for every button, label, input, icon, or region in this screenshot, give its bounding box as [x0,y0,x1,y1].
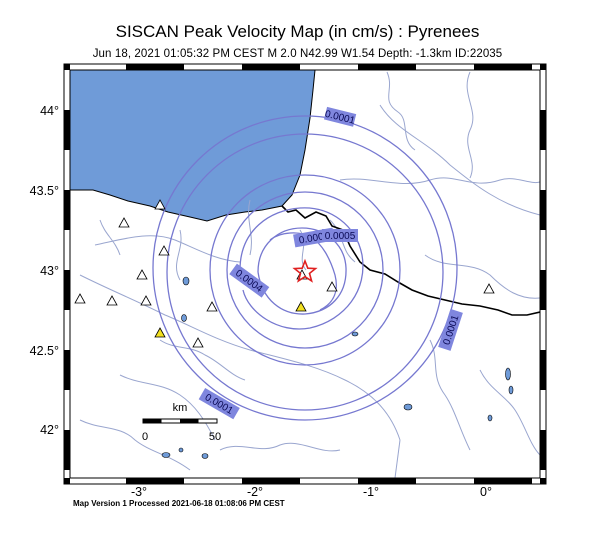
latitude-ticks: 42° 42.5° 43° 43.5° 44° [30,104,59,437]
station-marker [106,295,118,306]
contour-label: 0.0005 [322,229,358,242]
epicenter-star [292,258,318,283]
station-marker [74,293,86,304]
svg-text:-1°: -1° [363,485,379,499]
svg-text:43.5°: 43.5° [30,184,59,198]
svg-text:42°: 42° [40,423,59,437]
station-marker [483,283,495,294]
svg-text:0°: 0° [480,485,492,499]
longitude-ticks: -3° -2° -1° 0° [131,485,492,499]
river-network [79,71,540,478]
stations [74,199,495,348]
station-marker [192,337,204,348]
station-marker [158,245,170,256]
lakes [161,276,514,459]
svg-text:-2°: -2° [247,485,263,499]
station-marker-triggered [295,301,307,312]
velocity-contours [152,115,458,421]
station-marker [154,199,166,210]
svg-text:42.5°: 42.5° [30,344,59,358]
map-frame [64,64,546,484]
processing-footer: Map Version 1 Processed 2021-06-18 01:08… [73,499,285,508]
station-marker [206,301,218,312]
svg-text:50: 50 [209,431,221,443]
station-marker [326,281,338,292]
station-marker [136,269,148,280]
svg-text:-3°: -3° [131,485,147,499]
station-marker [140,295,152,306]
map-title: SISCAN Peak Velocity Map (in cm/s) : Pyr… [115,22,480,41]
sea-area [70,70,316,222]
event-summary: Jun 18, 2021 01:05:32 PM CEST M 2.0 N42.… [92,48,503,60]
svg-text:0: 0 [142,431,148,443]
station-marker [118,217,130,228]
country-border [281,205,540,316]
svg-text:km: km [173,402,188,414]
station-marker-triggered [154,327,166,338]
scale-bar: km 0 50 [142,402,221,443]
svg-text:0.0005: 0.0005 [325,231,356,242]
svg-text:43°: 43° [40,264,59,278]
svg-text:44°: 44° [40,104,59,118]
